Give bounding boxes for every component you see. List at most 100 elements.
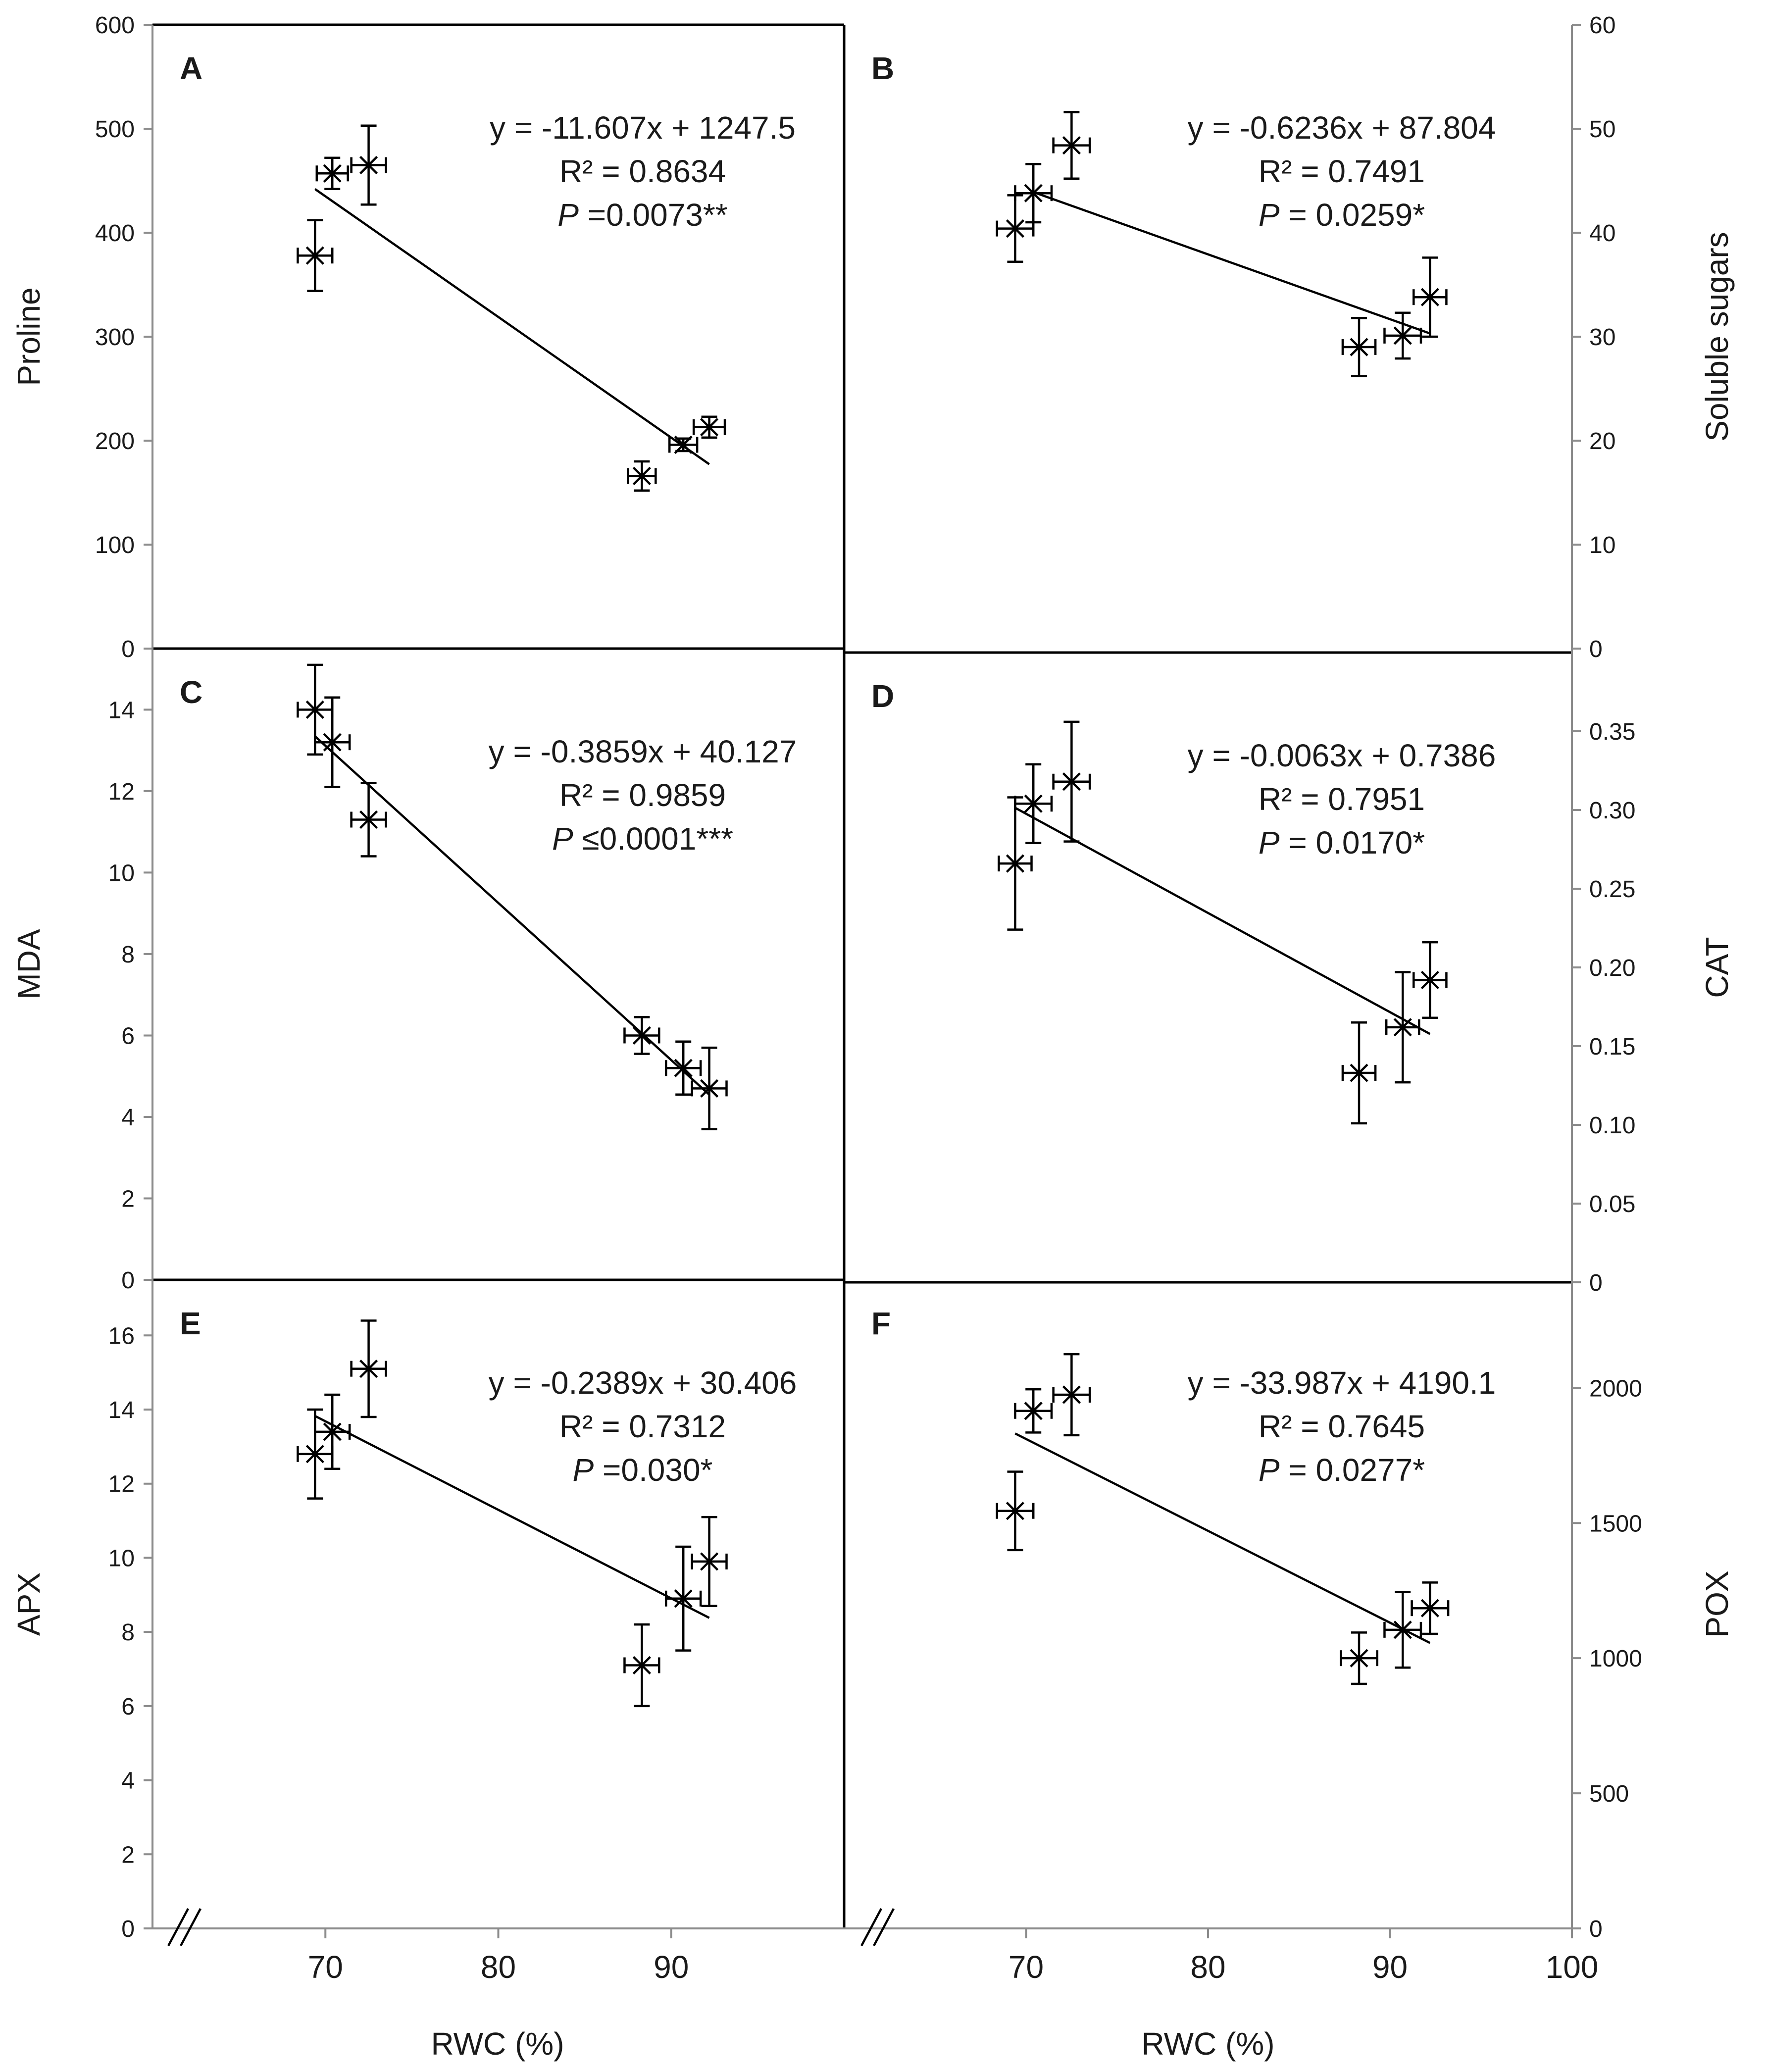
data-point bbox=[996, 194, 1035, 263]
point-marker bbox=[1393, 326, 1412, 345]
p-value: P =0.0073** bbox=[557, 197, 727, 233]
point-marker bbox=[1420, 288, 1439, 306]
panel-d: 0 0.05 0.10 0.15 0.20 0.25 0.30 0.35 CAT Dy = -0.… bbox=[871, 678, 1735, 1296]
p-value: P = 0.0259* bbox=[1259, 197, 1425, 233]
r-squared: R² = 0.7951 bbox=[1259, 781, 1425, 817]
point-marker bbox=[1006, 1502, 1025, 1520]
y-tick-label: 2 bbox=[121, 1842, 135, 1868]
data-point bbox=[1383, 311, 1422, 360]
p-value-text: =0.0073** bbox=[579, 197, 728, 233]
point-marker bbox=[1350, 1649, 1368, 1668]
p-value-text: = 0.0259* bbox=[1280, 197, 1425, 233]
y-tick-label: 10 bbox=[1589, 532, 1615, 558]
data-point bbox=[314, 1393, 351, 1470]
x-axis-label-left: RWC (%) bbox=[431, 2026, 564, 2062]
y-tick-label: 10 bbox=[108, 1545, 135, 1571]
x-tick-label-right: 100 bbox=[1546, 1949, 1599, 1985]
regression-line bbox=[1033, 191, 1431, 335]
y-tick-label: 500 bbox=[95, 116, 135, 143]
regression-line bbox=[1014, 807, 1431, 1035]
data-point bbox=[623, 1016, 660, 1055]
panel-a: 0 100 200 300 400 500 600 Proline Ay = -11.607x … bbox=[11, 12, 796, 662]
point-marker bbox=[1393, 1018, 1412, 1037]
data-point bbox=[996, 1470, 1035, 1552]
point-marker bbox=[359, 810, 378, 829]
data-point bbox=[1413, 941, 1448, 1019]
point-marker bbox=[305, 246, 324, 265]
y-tick-label: 600 bbox=[95, 12, 135, 39]
y-tick-label: 300 bbox=[95, 324, 135, 351]
data-point bbox=[1014, 1388, 1053, 1434]
r-squared: R² = 0.7645 bbox=[1259, 1409, 1425, 1444]
y-axis-label: MDA bbox=[11, 929, 47, 1000]
point-marker bbox=[359, 1360, 378, 1378]
p-value: P =0.030* bbox=[573, 1452, 713, 1488]
y-tick-label: 20 bbox=[1589, 428, 1615, 455]
data-point bbox=[691, 1046, 728, 1130]
axis-break-left-1 bbox=[167, 1908, 189, 1947]
y-axis-label: POX bbox=[1699, 1570, 1735, 1637]
panel-b: 0 10 20 30 40 50 60 Soluble sugars By = -0.6236x… bbox=[871, 12, 1735, 662]
y-tick-label: 6 bbox=[121, 1023, 135, 1049]
point-marker bbox=[1062, 772, 1081, 791]
axis-break-right-1 bbox=[860, 1908, 882, 1947]
panel-letter: C bbox=[180, 674, 202, 710]
data-point bbox=[315, 156, 349, 191]
y-tick-label: 400 bbox=[95, 220, 135, 247]
data-point bbox=[350, 1319, 387, 1418]
point-marker bbox=[700, 1079, 719, 1098]
regression-equation: y = -0.2389x + 30.406 bbox=[489, 1365, 797, 1401]
y-tick-label: 0.25 bbox=[1589, 876, 1635, 903]
data-point bbox=[998, 796, 1033, 931]
y-tick-label: 200 bbox=[95, 428, 135, 455]
regression-equation: y = -0.3859x + 40.127 bbox=[489, 734, 797, 769]
x-tick-label-right: 70 bbox=[1009, 1949, 1044, 1985]
p-value-symbol: P bbox=[1259, 197, 1280, 233]
point-marker bbox=[1350, 338, 1368, 356]
r-squared: R² = 0.7491 bbox=[1259, 153, 1425, 189]
panel-e: 0 2 4 6 8 10 12 14 16 APX Ey = -0.2389x + 30.406 R²… bbox=[11, 1306, 797, 1942]
y-tick-label: 6 bbox=[121, 1694, 135, 1720]
data-point bbox=[623, 1623, 660, 1708]
y-axis-label: CAT bbox=[1699, 937, 1735, 998]
y-tick-label: 40 bbox=[1589, 220, 1615, 247]
data-point bbox=[1052, 720, 1091, 843]
y-tick-label: 2000 bbox=[1589, 1375, 1642, 1402]
panel-letter: D bbox=[871, 678, 894, 714]
point-marker bbox=[323, 1422, 342, 1441]
y-tick-label: 4 bbox=[121, 1105, 135, 1131]
regression-equation: y = -11.607x + 1247.5 bbox=[490, 110, 796, 146]
y-tick-label: 0 bbox=[1589, 1270, 1603, 1296]
data-point bbox=[668, 435, 699, 454]
regression-line bbox=[314, 1415, 710, 1619]
data-point bbox=[1052, 111, 1091, 180]
p-value-symbol: P bbox=[552, 821, 573, 857]
data-point bbox=[692, 415, 726, 439]
panel-c: 0 2 4 6 8 10 12 14 MDA Cy = -0.3859x + 40.127 R² =… bbox=[11, 663, 797, 1294]
point-marker bbox=[632, 1026, 651, 1045]
panel-f: 0 500 1000 1500 2000 POX Fy = -33.987x + 4190.… bbox=[871, 1306, 1735, 1942]
y-tick-label: 0.05 bbox=[1589, 1191, 1635, 1217]
data-point bbox=[1411, 1581, 1450, 1635]
x-tick-label-left: 80 bbox=[481, 1949, 516, 1985]
x-tick-label-right: 90 bbox=[1372, 1949, 1408, 1985]
regression-equation: y = -33.987x + 4190.1 bbox=[1188, 1365, 1496, 1401]
p-value-text: =0.030* bbox=[594, 1452, 712, 1488]
y-tick-label: 100 bbox=[95, 532, 135, 558]
point-marker bbox=[1062, 1385, 1081, 1404]
panel-letter: F bbox=[871, 1306, 891, 1341]
point-marker bbox=[700, 1552, 719, 1571]
regression-equation: y = -0.6236x + 87.804 bbox=[1188, 110, 1496, 146]
y-axis-label: Soluble sugars bbox=[1699, 232, 1735, 441]
point-marker bbox=[674, 1059, 693, 1077]
point-marker bbox=[700, 418, 719, 437]
y-tick-label: 12 bbox=[108, 1471, 135, 1498]
data-point bbox=[1413, 256, 1448, 338]
p-value: P = 0.0170* bbox=[1259, 825, 1425, 860]
y-tick-label: 0 bbox=[1589, 636, 1603, 662]
point-marker bbox=[1393, 1620, 1412, 1639]
point-marker bbox=[674, 1589, 693, 1608]
x-tick-label-left: 70 bbox=[308, 1949, 343, 1985]
point-marker bbox=[305, 1445, 324, 1464]
